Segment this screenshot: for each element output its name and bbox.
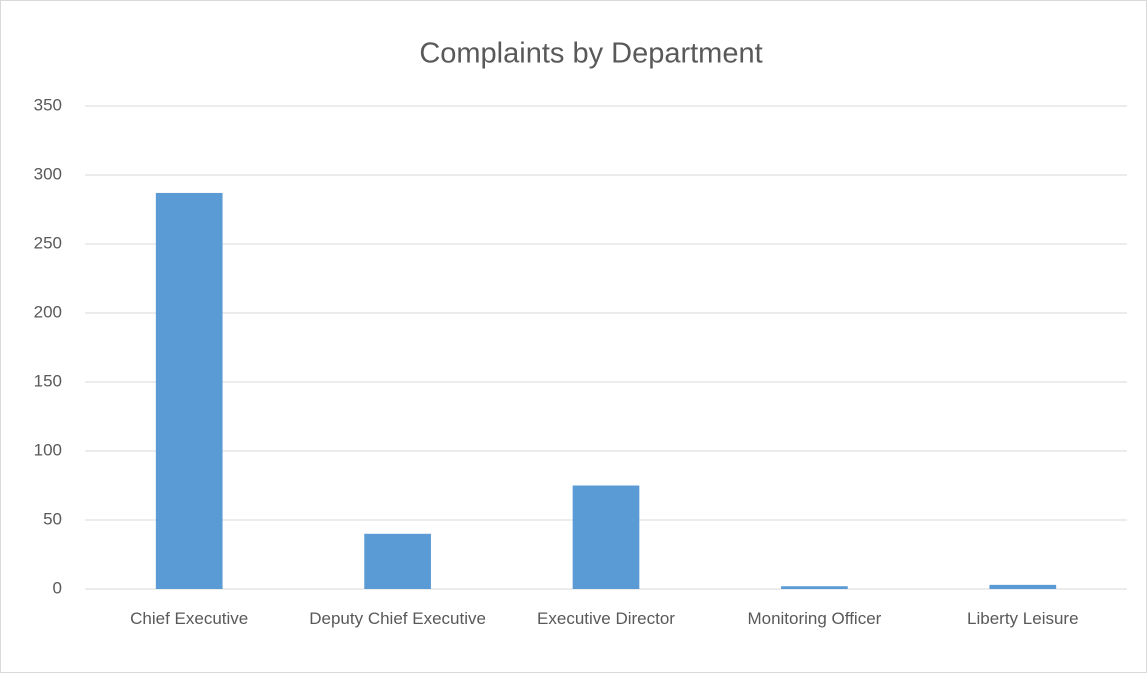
y-tick-label: 200 (34, 302, 62, 321)
x-tick-label: Liberty Leisure (967, 609, 1079, 628)
x-tick-label: Deputy Chief Executive (309, 609, 486, 628)
y-tick-label: 150 (34, 371, 62, 390)
y-tick-label: 50 (43, 509, 62, 528)
chart-title: Complaints by Department (419, 38, 762, 70)
x-tick-label: Executive Director (537, 609, 675, 628)
y-tick-label: 0 (53, 578, 62, 597)
y-tick-label: 350 (34, 95, 62, 114)
bar (989, 584, 1057, 589)
y-tick-label: 250 (34, 233, 62, 252)
y-tick-label: 100 (34, 440, 62, 459)
bar (781, 586, 848, 589)
bar (364, 533, 431, 589)
y-tick-label: 300 (34, 164, 62, 183)
bar (572, 485, 640, 589)
bar (155, 192, 223, 589)
x-tick-label: Chief Executive (130, 609, 249, 628)
x-tick-label: Monitoring Officer (747, 609, 882, 628)
